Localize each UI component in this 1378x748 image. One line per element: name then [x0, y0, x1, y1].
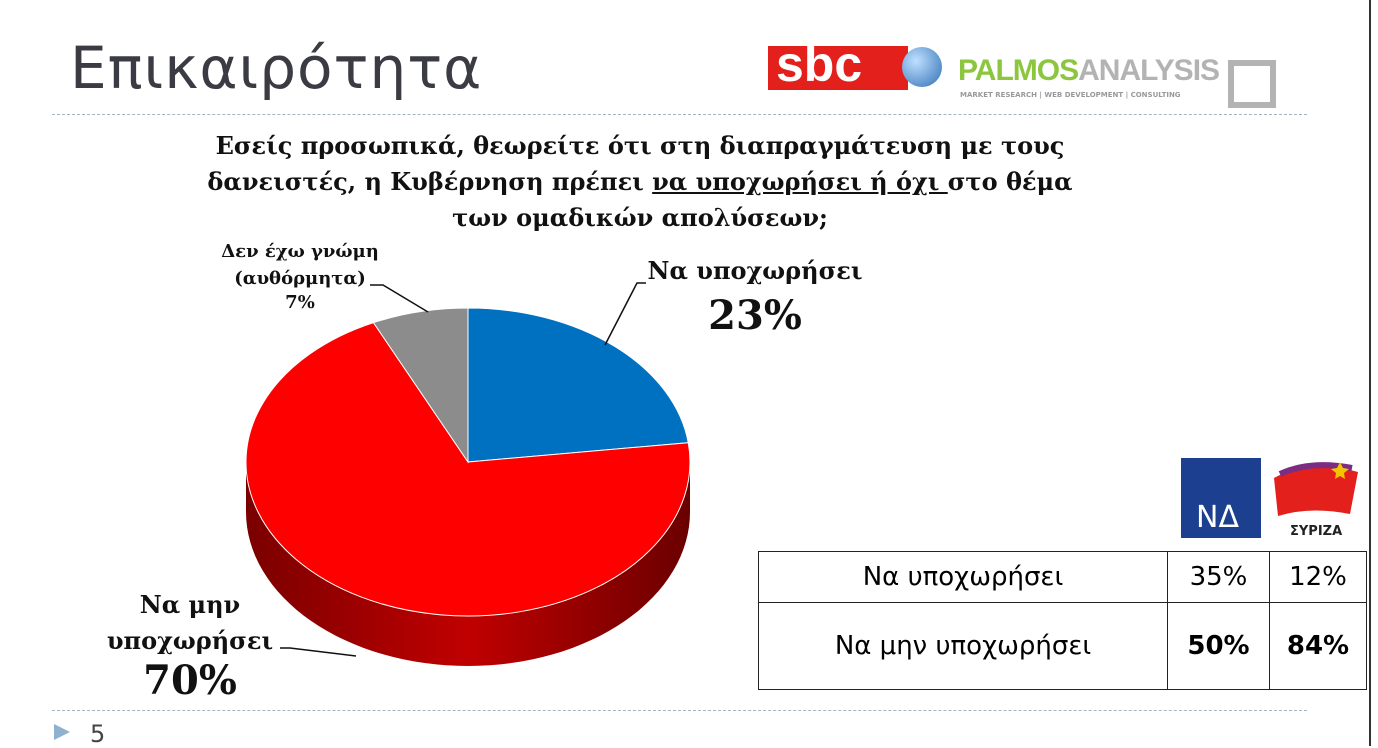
- sbc-text: sbc: [776, 36, 863, 92]
- value-label: 7%: [285, 292, 315, 313]
- pie-label: Να υποχωρήσει: [647, 256, 863, 285]
- table-cell: Να μην υποχωρήσει: [758, 602, 1168, 690]
- table-cell: 84%: [1269, 602, 1367, 690]
- pie-slices: [245, 307, 691, 666]
- table-row: Να μην υποχωρήσει 50% 84%: [758, 602, 1367, 690]
- sbc-logo: [768, 46, 908, 90]
- palmos-logo: PALMOSANALYSIS: [958, 54, 1220, 88]
- syriza-flag: [1274, 462, 1358, 516]
- rule: [52, 710, 1307, 711]
- pie-slice: [467, 307, 689, 463]
- pie-label: Δεν έχω γνώμη (αυθόρμητα): [221, 241, 379, 289]
- pie-slice: [245, 322, 691, 617]
- bullet: [54, 724, 70, 740]
- nd-text: ΝΔ: [1196, 500, 1239, 535]
- table-cell: 50%: [1167, 602, 1270, 690]
- slide-title: Επικαιρότητα: [70, 34, 483, 102]
- page-number: 5: [90, 720, 106, 748]
- syriza-text: ΣΥΡΙΖΑ: [1290, 524, 1343, 539]
- title-underlined: να υποχωρήσει ή όχι: [652, 167, 948, 196]
- edge: [1369, 0, 1371, 746]
- value-label: 70%: [143, 657, 237, 704]
- nd-logo: [1181, 458, 1261, 538]
- title-text: στο θέμα των ομαδικών απολύσεων;: [452, 167, 1073, 232]
- palmos-green: PALMOS: [958, 54, 1079, 87]
- palmos-tagline: MARKET RESEARCH | WEB DEVELOPMENT | CONS…: [960, 91, 1181, 99]
- pie-side: [246, 462, 690, 666]
- table-cell: 12%: [1269, 551, 1367, 603]
- rule: [52, 114, 1307, 115]
- palmos-grey: ANALYSIS: [1078, 54, 1220, 87]
- palmos-square: [1228, 60, 1276, 108]
- leader-lines: [280, 282, 646, 657]
- chart-title: Εσείς προσωπικά, θεωρείτε ότι στη διαπρα…: [190, 128, 1090, 236]
- value-label: 23%: [708, 292, 802, 339]
- table-cell: Να υποχωρήσει: [758, 551, 1168, 603]
- title-text: Εσείς προσωπικά, θεωρείτε ότι στη διαπρα…: [207, 131, 1065, 196]
- results-table: Να υποχωρήσει 35% 12% Να μην υποχωρήσει …: [758, 551, 1367, 690]
- pie-label: Να μην υποχωρήσει: [106, 590, 274, 655]
- table-cell: 35%: [1167, 551, 1270, 603]
- pie-slice: [372, 307, 469, 464]
- table-row: Να υποχωρήσει 35% 12%: [758, 551, 1367, 603]
- globe: [902, 47, 942, 87]
